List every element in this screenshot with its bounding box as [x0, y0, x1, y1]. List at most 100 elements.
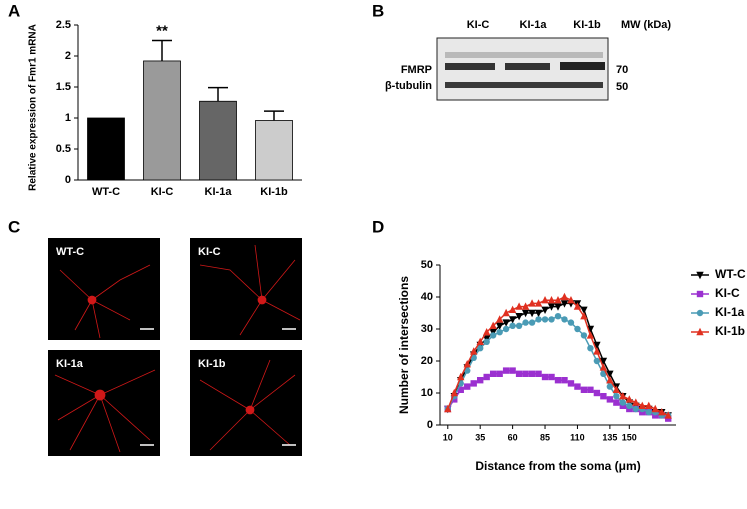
y-tick-label: 1.5 — [56, 81, 71, 93]
marker — [580, 312, 588, 320]
marker — [509, 367, 516, 374]
marker — [482, 328, 491, 336]
marker — [483, 338, 490, 345]
image-label: KI-1b — [198, 358, 226, 370]
marker — [554, 377, 562, 384]
marker — [645, 409, 652, 416]
marker — [613, 399, 620, 406]
marker — [548, 316, 555, 323]
soma — [94, 389, 106, 401]
marker — [534, 299, 543, 307]
marker — [548, 373, 555, 381]
marker — [626, 402, 633, 409]
legend-label: KI-C — [715, 286, 740, 300]
legend-label: KI-1a — [715, 305, 745, 319]
micrograph — [190, 350, 302, 456]
marker — [658, 408, 666, 416]
marker — [541, 316, 549, 323]
x-tick-label: 110 — [570, 432, 585, 442]
marker — [521, 302, 530, 310]
x-tick-label: KI-C — [151, 186, 174, 198]
marker — [457, 386, 464, 393]
marker — [535, 316, 542, 323]
marker — [593, 341, 601, 350]
marker — [696, 309, 704, 317]
marker — [541, 306, 549, 314]
mw-marker: 70 — [616, 64, 628, 76]
marker — [502, 367, 510, 374]
marker — [586, 331, 595, 339]
marker — [626, 405, 633, 413]
marker — [638, 401, 646, 409]
marker — [560, 292, 569, 301]
neurite — [59, 264, 151, 339]
micrograph — [48, 350, 160, 456]
bar — [199, 100, 237, 181]
marker — [664, 411, 672, 419]
lane-label: KI-1a — [520, 19, 548, 31]
marker — [541, 373, 549, 381]
marker — [509, 322, 516, 329]
marker — [606, 396, 614, 403]
marker — [522, 319, 529, 326]
marker — [547, 303, 556, 311]
annotation: ** — [156, 22, 168, 39]
marker — [632, 398, 640, 406]
image-label: KI-1a — [56, 358, 84, 370]
legend-label: WT-C — [715, 267, 746, 281]
marker — [515, 313, 523, 321]
marker — [547, 296, 556, 304]
marker — [613, 393, 620, 400]
band — [560, 62, 605, 70]
marker — [561, 316, 568, 323]
band — [445, 52, 603, 58]
micrograph — [48, 238, 160, 340]
y-tick-label: 30 — [421, 323, 433, 335]
marker — [599, 363, 608, 371]
soma — [257, 295, 267, 305]
marker — [600, 393, 607, 400]
marker — [476, 377, 484, 384]
marker — [567, 319, 575, 326]
marker — [632, 405, 640, 413]
marker — [476, 345, 484, 352]
micrograph — [190, 238, 302, 340]
marker — [528, 370, 536, 377]
marker — [489, 370, 497, 377]
marker — [580, 386, 588, 393]
marker — [528, 299, 536, 307]
x-tick-label: 10 — [443, 432, 453, 442]
series-line — [447, 302, 669, 417]
marker — [450, 388, 458, 397]
neurite — [199, 359, 296, 451]
marker — [502, 308, 510, 317]
marker — [619, 399, 627, 406]
mw-label: MW (kDa) — [621, 19, 671, 31]
image-label: KI-C — [198, 246, 221, 258]
marker — [496, 370, 503, 377]
marker — [696, 290, 704, 298]
band-label: FMRP — [401, 64, 432, 76]
marker — [444, 404, 452, 413]
image-label: WT-C — [56, 246, 84, 258]
bar — [255, 120, 293, 181]
marker — [625, 395, 634, 403]
x-tick-label: WT-C — [92, 186, 120, 198]
marker — [496, 329, 503, 336]
marker — [567, 380, 575, 387]
marker — [606, 370, 614, 378]
marker — [574, 383, 581, 390]
marker — [645, 401, 653, 409]
marker — [606, 376, 614, 384]
scale-bar — [140, 328, 296, 446]
micrographs — [48, 238, 302, 456]
marker — [483, 373, 490, 381]
marker — [606, 383, 614, 390]
mw-marker: 50 — [616, 81, 628, 93]
marker — [451, 396, 458, 403]
marker — [599, 357, 608, 366]
marker — [554, 296, 562, 304]
marker — [515, 370, 523, 377]
marker — [696, 271, 704, 280]
marker — [561, 377, 568, 384]
